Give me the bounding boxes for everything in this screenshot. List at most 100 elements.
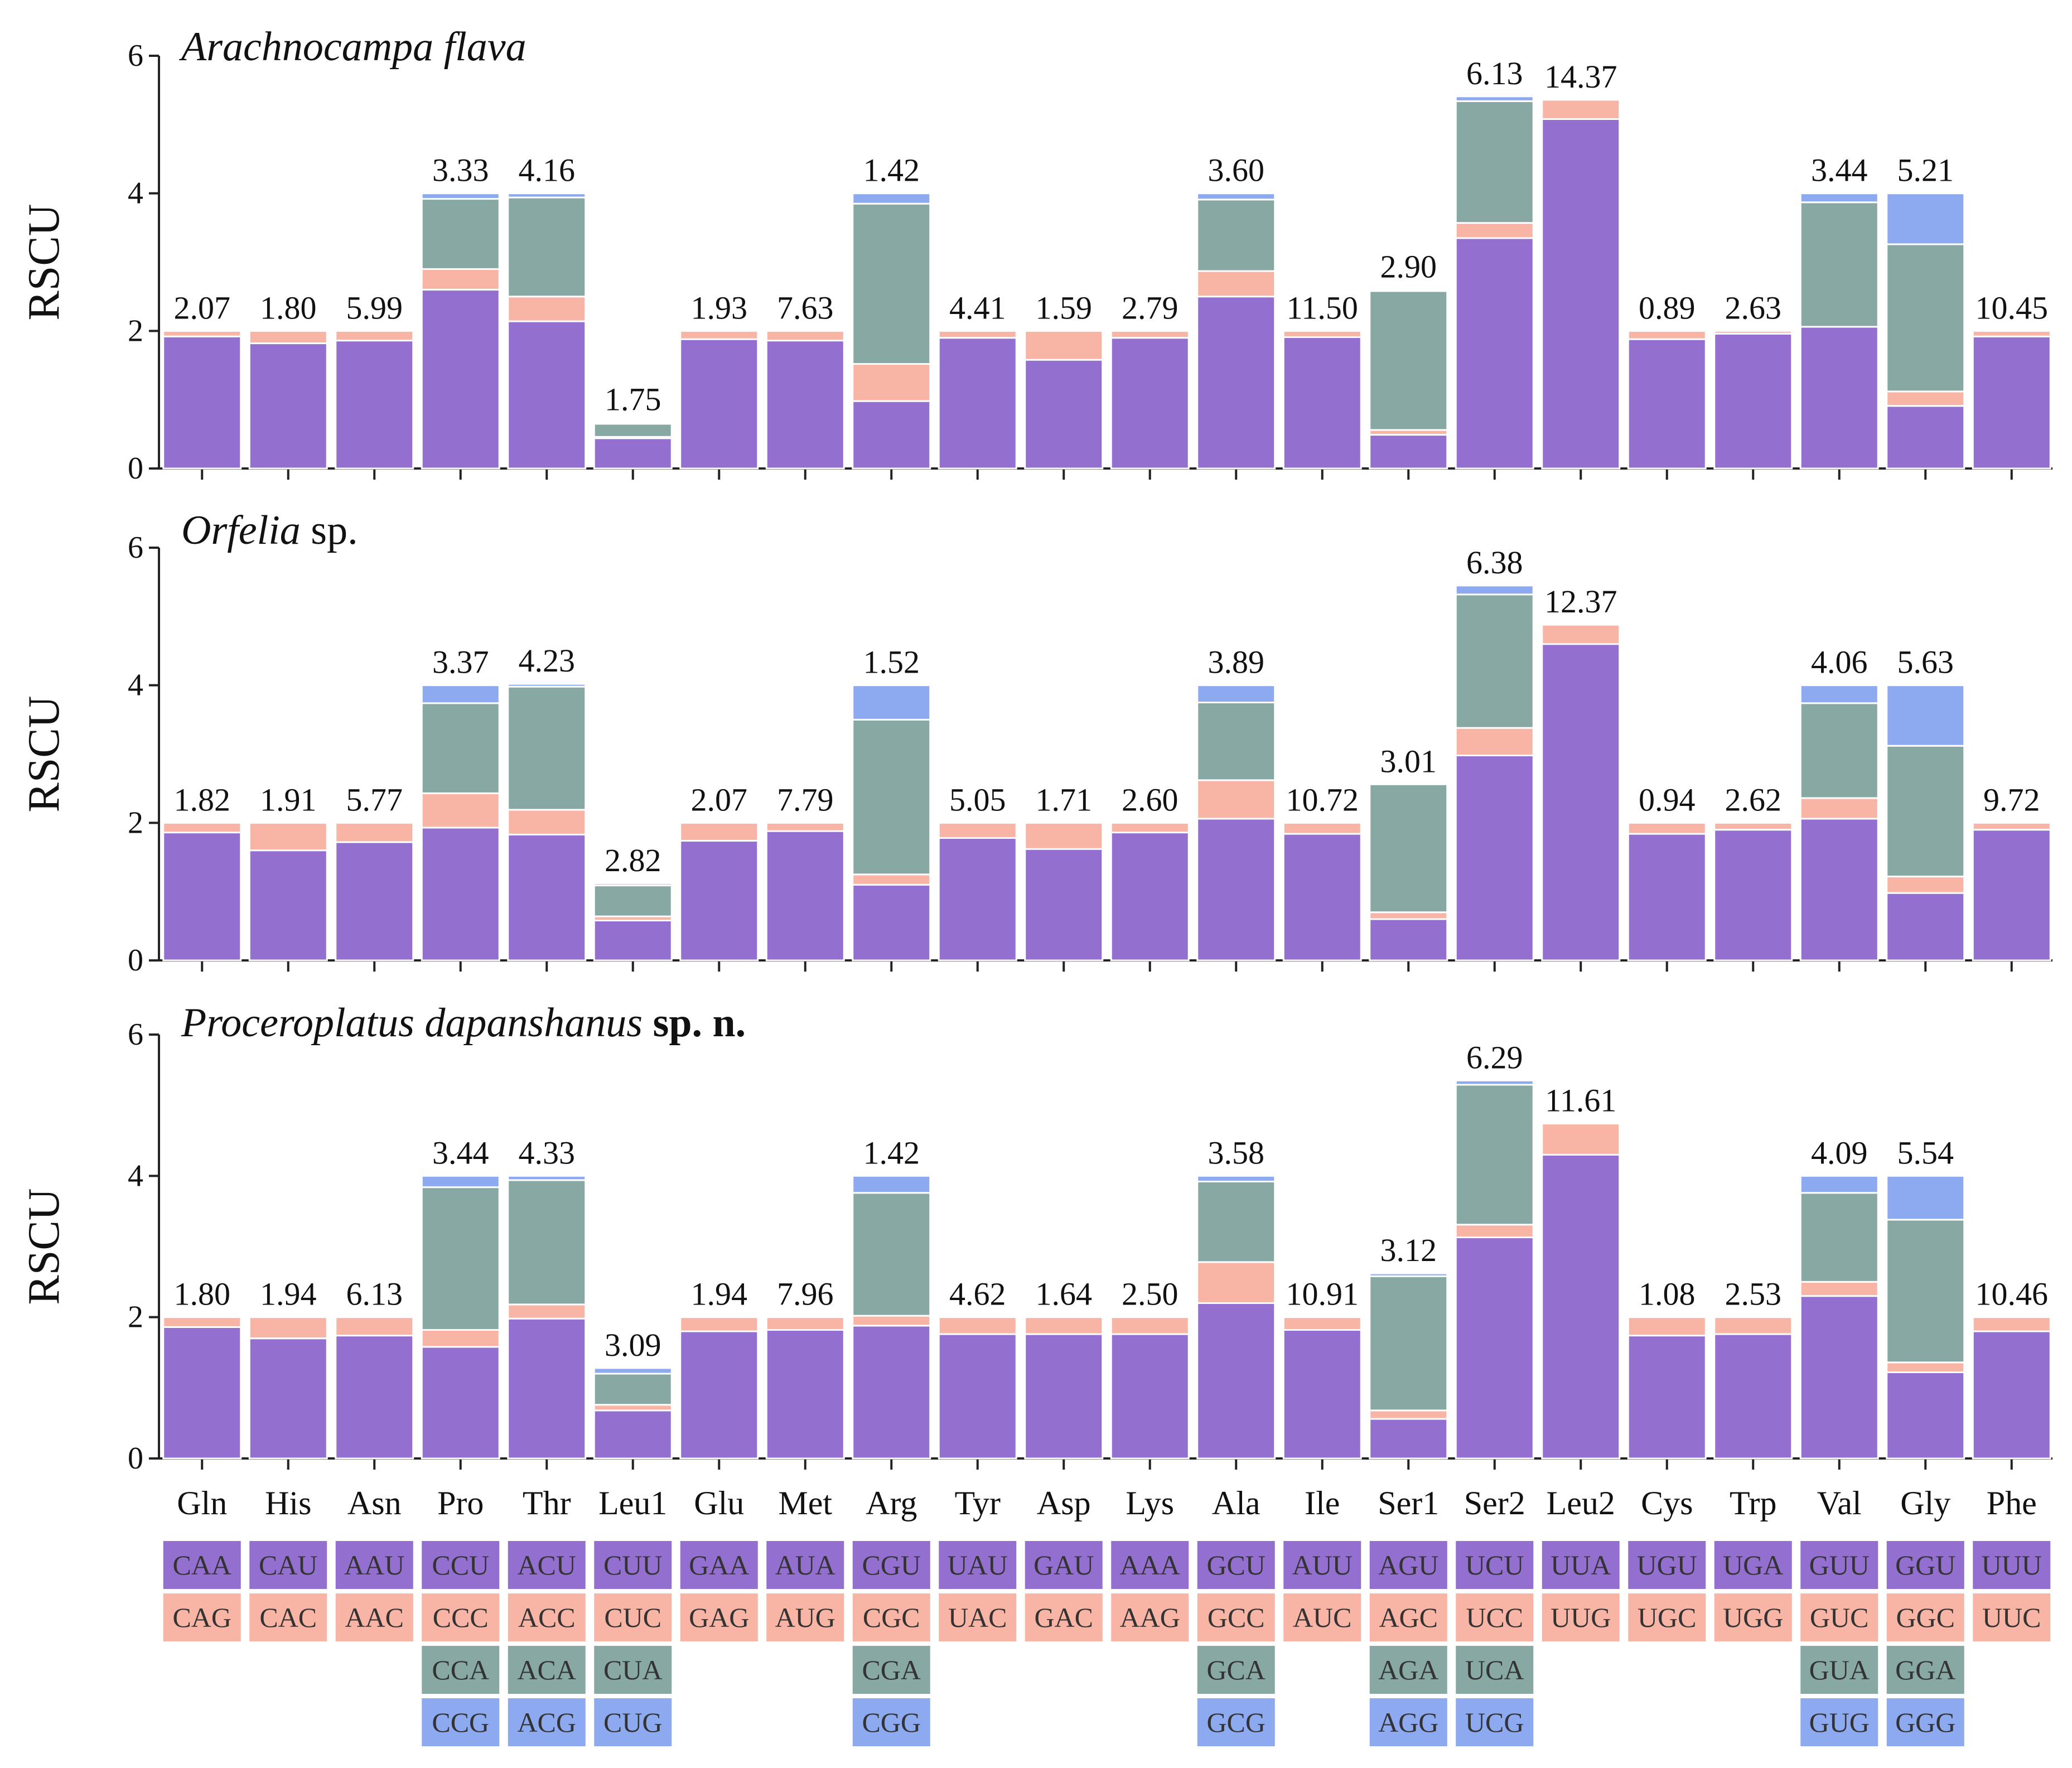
codon-cell	[852, 1698, 930, 1746]
y-axis-label: RSCU	[20, 204, 69, 321]
bar-segment-tyr-1	[938, 1333, 1017, 1460]
y-tick-label: 2	[128, 1300, 143, 1335]
codon-cell	[1111, 1593, 1189, 1641]
x-tick-label-gly: Gly	[1900, 1485, 1950, 1521]
bar-segment-thr-2	[507, 296, 587, 322]
bar-segment-val-4	[1799, 1175, 1879, 1194]
bar-value-label-leu2: 11.61	[1545, 1083, 1616, 1119]
panel-1: 0 2 4 6 RSCU Arachnocampa flava 2.07 1.80 5.99 3.…	[20, 24, 2052, 486]
bar-segment-val-2	[1799, 1281, 1879, 1297]
bar-segment-ala-1	[1196, 818, 1276, 962]
x-tick-label-gln: Gln	[177, 1485, 227, 1521]
bar-segment-val-2	[1799, 797, 1879, 820]
bar-segment-gly-1	[1886, 1371, 1965, 1460]
bar-segment-ser1-3	[1369, 783, 1448, 914]
bar-segment-val-3	[1799, 1192, 1879, 1283]
bar-segment-ser2-4	[1455, 584, 1534, 596]
codon-label-ucu: UCU	[1465, 1549, 1524, 1581]
codon-cell	[1886, 1593, 1964, 1641]
bar-value-label-ala: 3.58	[1208, 1134, 1265, 1171]
codon-label-gcu: GCU	[1206, 1549, 1266, 1581]
codon-label-cac: CAC	[259, 1602, 317, 1633]
codon-label-cug: CUG	[603, 1707, 663, 1738]
bar-value-label-leu2: 14.37	[1544, 59, 1617, 95]
bar-segment-asp-1	[1024, 848, 1104, 962]
bar-value-label-val: 4.06	[1811, 644, 1868, 680]
codon-cell	[335, 1593, 413, 1641]
bar-value-label-ile: 10.72	[1286, 781, 1359, 818]
bar-segment-his-2	[248, 822, 328, 852]
bar-value-label-gln: 1.82	[174, 781, 231, 818]
bar-segment-leu2-2	[1541, 99, 1621, 120]
codon-label-ggu: GGU	[1895, 1549, 1955, 1581]
codon-cell	[1456, 1646, 1534, 1694]
codon-cell	[1886, 1541, 1964, 1589]
bar-segment-asp-2	[1024, 1316, 1104, 1335]
panel-title-species: Orfelia	[181, 508, 301, 553]
codon-label-aac: AAC	[345, 1602, 404, 1633]
bar-segment-leu1-1	[593, 437, 673, 470]
bar-value-label-ser2: 6.29	[1466, 1039, 1523, 1075]
bar-value-label-asn: 5.99	[346, 289, 403, 326]
bar-segment-leu2-2	[1541, 624, 1621, 645]
bar-segment-trp-1	[1713, 829, 1793, 962]
x-tick-label-asn: Asn	[347, 1485, 402, 1521]
bar-value-label-met: 7.79	[777, 781, 834, 818]
codon-cell	[163, 1541, 241, 1589]
bar-segment-ser1-2	[1369, 1409, 1448, 1420]
codon-cell	[1369, 1646, 1447, 1694]
bar-segment-val-4	[1799, 192, 1879, 204]
codon-label-ugu: UGU	[1637, 1549, 1697, 1581]
bar-value-label-ile: 11.50	[1287, 289, 1358, 326]
bar-segment-asp-1	[1024, 1333, 1104, 1460]
bar-segment-gln-1	[162, 335, 242, 470]
bar-segment-gly-1	[1886, 405, 1965, 470]
y-tick-label: 2	[128, 805, 143, 840]
codon-cell	[594, 1698, 672, 1746]
codon-label-cga: CGA	[862, 1654, 921, 1685]
bar-segment-leu1-4	[593, 1367, 673, 1375]
codon-cell	[1714, 1593, 1792, 1641]
bar-segment-val-1	[1799, 326, 1879, 470]
bar-value-label-arg: 1.42	[863, 152, 920, 189]
bar-segment-pro-4	[421, 1175, 500, 1189]
bar-segment-gly-4	[1886, 684, 1965, 747]
bar-segment-arg-2	[852, 363, 931, 402]
x-tick-label-pro: Pro	[437, 1485, 484, 1521]
codon-label-cuu: CUU	[603, 1549, 663, 1581]
x-tick-label-phe: Phe	[1987, 1485, 2037, 1521]
bar-value-label-phe: 9.72	[1983, 781, 2040, 818]
bar-value-label-his: 1.80	[260, 289, 317, 326]
x-tick-label-leu2: Leu2	[1547, 1485, 1615, 1521]
bar-value-label-asp: 1.59	[1036, 289, 1093, 326]
bar-segment-thr-2	[507, 1303, 587, 1320]
codon-cell	[1369, 1541, 1447, 1589]
bar-segment-asp-1	[1024, 359, 1104, 470]
y-axis-label: RSCU	[20, 1189, 69, 1305]
codon-label-acc: ACC	[518, 1602, 576, 1633]
codon-cell	[852, 1593, 930, 1641]
codon-cell	[766, 1593, 844, 1641]
codon-cell	[1628, 1541, 1706, 1589]
bar-value-label-lys: 2.50	[1122, 1276, 1179, 1312]
bar-value-label-his: 1.91	[260, 781, 317, 818]
bar-segment-his-2	[248, 330, 328, 345]
codon-label-agg: AGG	[1378, 1707, 1438, 1738]
codon-label-cag: CAG	[172, 1602, 231, 1633]
codon-label-ucc: UCC	[1466, 1602, 1523, 1633]
codon-label-gag: GAG	[689, 1602, 749, 1633]
bar-segment-ala-4	[1196, 684, 1276, 703]
bar-segment-gly-3	[1886, 243, 1965, 393]
codon-cell	[1456, 1698, 1534, 1746]
bar-segment-his-2	[248, 1316, 328, 1340]
codon-label-cgg: CGG	[862, 1707, 921, 1738]
bar-segment-ser2-1	[1455, 754, 1534, 962]
codon-cell	[1886, 1646, 1964, 1694]
bar-value-label-asp: 1.64	[1036, 1276, 1093, 1312]
codon-cell	[1800, 1593, 1878, 1641]
codon-cell	[852, 1646, 930, 1694]
bar-segment-ser2-2	[1455, 1224, 1534, 1239]
bar-value-label-met: 7.96	[777, 1276, 834, 1312]
codon-cell	[508, 1541, 586, 1589]
